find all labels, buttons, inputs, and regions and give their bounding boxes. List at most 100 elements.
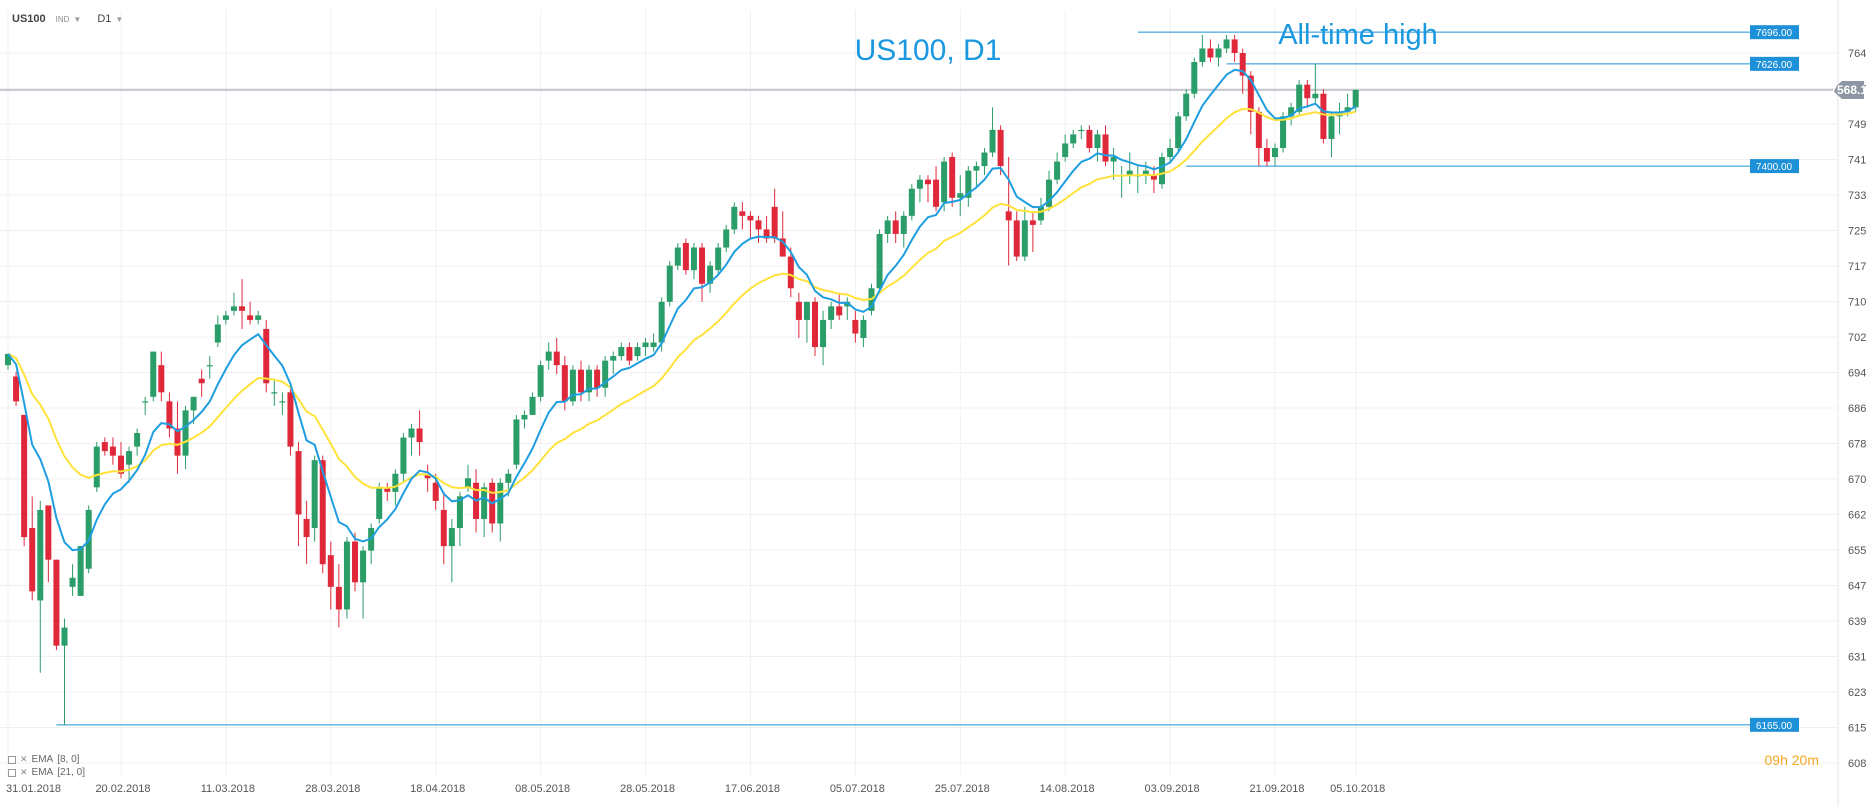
candle-body-up (134, 433, 141, 447)
candle-body-up (1094, 134, 1101, 148)
candle-body-down (432, 482, 439, 501)
candle-body-up (142, 401, 149, 403)
candle-body-up (900, 215, 907, 234)
indicator-name: EMA (31, 767, 54, 778)
y-tick-label: 7022.24 (1848, 332, 1866, 344)
candle-body-up (658, 301, 665, 343)
candle-body-down (812, 301, 818, 348)
close-icon[interactable]: ✕ (20, 754, 28, 764)
candle-body-up (1183, 93, 1190, 117)
candle-body-down (1239, 52, 1246, 76)
x-tick-label: 20.02.2018 (95, 783, 150, 795)
candle-body-down (763, 229, 770, 239)
candle-body-down (166, 401, 173, 429)
candle-body-down (1320, 93, 1327, 139)
candle-body-down (198, 378, 205, 384)
candle-countdown: 09h 20m (1764, 752, 1819, 768)
candle-body-up (1280, 116, 1287, 148)
candle-body-down (1029, 220, 1036, 225)
candle-body-up (957, 193, 964, 198)
candle-body-down (424, 473, 431, 479)
candle-body-up (876, 233, 883, 289)
y-tick-label: 6394.50 (1848, 616, 1866, 628)
candle-body-up (828, 306, 835, 320)
y-tick-label: 7649.98 (1848, 48, 1866, 60)
candle-body-down (53, 559, 60, 646)
candle-body-up (666, 265, 673, 302)
level-label: 7626.00 (1756, 60, 1793, 71)
candle-body-up (965, 170, 972, 198)
candle-body-down (739, 211, 746, 216)
close-icon[interactable]: ✕ (20, 767, 28, 777)
candle-body-down (771, 206, 778, 239)
candle-body-up (448, 528, 455, 547)
candle-body-down (158, 365, 165, 393)
candle-body-up (1167, 147, 1174, 158)
settings-icon[interactable] (8, 755, 16, 764)
candle-body-down (117, 455, 124, 474)
x-tick-label: 25.07.2018 (935, 783, 990, 795)
candle-body-up (1110, 157, 1117, 162)
candle-body-up (61, 627, 68, 646)
ema-8-line (7, 68, 1357, 552)
candle-body-down (319, 460, 326, 565)
settings-icon[interactable] (8, 768, 16, 777)
timeframe-selector[interactable]: D1 (97, 13, 112, 25)
candle-body-down (1247, 75, 1254, 112)
price-axis: 7649.987571.517493.057414.587336.117257.… (1830, 48, 1866, 770)
candle-body-up (1312, 93, 1319, 99)
candle-body-up (569, 369, 576, 402)
x-tick-label: 28.05.2018 (620, 783, 675, 795)
candle-body-up (126, 451, 133, 465)
candle-body-down (13, 376, 20, 402)
chart-toolbar: US100 IND ▼ D1 ▼ (12, 10, 123, 28)
candle-body-up (1142, 170, 1149, 176)
candle-body-up (1215, 48, 1222, 58)
candle-body-up (255, 315, 262, 320)
candle-body-down (247, 315, 254, 320)
level-tag (1750, 717, 1799, 732)
symbol-selector[interactable]: US100 (12, 13, 46, 25)
candle-body-down (933, 179, 940, 207)
candle-body-down (1150, 175, 1157, 180)
candle-body-up (271, 392, 278, 394)
candle-body-down (416, 428, 423, 443)
candle-body-up (715, 247, 722, 271)
candle-body-up (1296, 84, 1303, 112)
x-tick-label: 28.03.2018 (305, 783, 360, 795)
candle-body-up (1070, 134, 1077, 144)
candle-body-up (537, 365, 544, 397)
chevron-down-icon[interactable]: ▼ (115, 14, 124, 24)
candle-body-up (941, 161, 948, 203)
candle-body-up (513, 419, 520, 465)
indicator-name: EMA (31, 754, 54, 765)
candle-body-down (1255, 111, 1262, 148)
candle-body-down (1207, 48, 1214, 58)
current-price-tag (1832, 81, 1864, 100)
candle-body-down (1013, 220, 1020, 257)
candle-body-down (440, 509, 447, 547)
candle-body-up (1046, 179, 1053, 207)
candle-body-up (1078, 129, 1085, 132)
y-tick-label: 6708.37 (1848, 474, 1866, 486)
candle-body-down (295, 451, 302, 515)
candle-body-up (408, 428, 415, 438)
candle-body-down (287, 392, 294, 447)
candle-body-up (464, 478, 471, 488)
candle-body-up (1054, 161, 1061, 180)
candle-body-up (230, 306, 237, 311)
x-tick-label: 31.01.2018 (6, 783, 61, 795)
candle-body-up (360, 550, 367, 583)
candle-body-down (755, 220, 762, 230)
x-tick-label: 03.09.2018 (1145, 783, 1200, 795)
candle-body-down (1005, 211, 1012, 221)
x-tick-label: 21.09.2018 (1249, 783, 1304, 795)
candle-body-up (650, 342, 657, 348)
chevron-down-icon[interactable]: ▼ (73, 14, 82, 24)
candle-body-down (779, 238, 786, 257)
level-label: 7696.00 (1756, 28, 1793, 39)
candle-body-up (884, 220, 891, 234)
